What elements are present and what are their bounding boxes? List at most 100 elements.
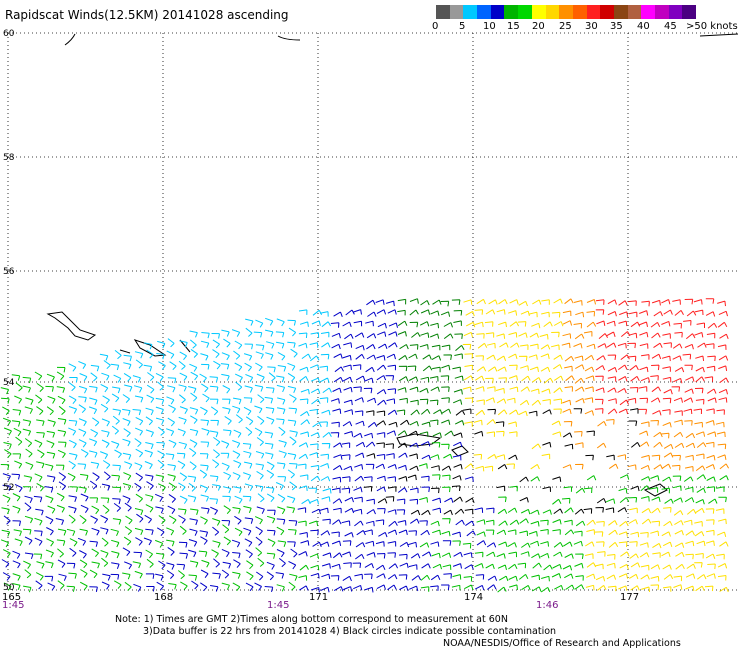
wind-barb (155, 474, 165, 482)
wind-barb (221, 520, 231, 526)
wind-barb (365, 540, 375, 547)
wind-barb (342, 551, 352, 557)
wind-barb (443, 453, 453, 460)
wind-barb (309, 409, 318, 415)
wind-barb (663, 452, 674, 458)
wind-barb (55, 518, 65, 525)
wind-barb (485, 563, 495, 570)
wind-barb (376, 475, 386, 482)
wind-barb (122, 418, 131, 426)
wind-barb (420, 376, 430, 383)
wind-barb (56, 371, 65, 381)
wind-barb (255, 451, 265, 459)
wind-barb (718, 397, 728, 403)
wind-barb (420, 300, 430, 306)
wind-barb (508, 353, 518, 360)
wind-barb (102, 395, 110, 405)
wind-barb (147, 372, 155, 382)
wind-barb (685, 530, 695, 536)
wind-barb (640, 421, 650, 427)
wind-barb (366, 397, 377, 404)
wind-barb (696, 540, 706, 547)
wind-barb (464, 397, 474, 404)
wind-barb (319, 311, 329, 317)
wind-barb (486, 419, 496, 425)
wind-barb (132, 375, 141, 383)
wind-barb (564, 553, 574, 559)
wind-barb (200, 569, 209, 578)
wind-barb (454, 353, 463, 359)
wind-barb (432, 497, 442, 504)
wind-barb (189, 447, 197, 457)
wind-barb (332, 498, 343, 504)
wind-barb (717, 443, 727, 450)
wind-barb (640, 496, 650, 502)
wind-barb (608, 398, 617, 404)
wind-barb (101, 581, 110, 590)
wind-barb (145, 407, 154, 416)
wind-barb (431, 344, 441, 351)
wind-barb (24, 502, 32, 512)
wind-barb (510, 342, 520, 348)
wind-barb (529, 332, 539, 338)
wind-barb (619, 399, 630, 406)
wind-barb (586, 562, 597, 568)
wind-barb (704, 585, 714, 592)
wind-barb (155, 573, 164, 581)
wind-barb (596, 442, 607, 449)
wind-barb (508, 575, 518, 582)
wind-barb (408, 430, 419, 437)
wind-barb (68, 506, 77, 514)
wind-barb (257, 493, 265, 503)
wind-barb (619, 311, 629, 317)
wind-barb (597, 343, 607, 349)
wind-barb (202, 393, 210, 403)
wind-barb (68, 382, 76, 392)
wind-barb (355, 420, 365, 427)
wind-barb (22, 528, 32, 535)
wind-barb (312, 541, 322, 547)
wind-barb (221, 582, 230, 590)
wind-barb (189, 428, 199, 436)
wind-barb (662, 586, 672, 592)
wind-barb (387, 552, 396, 558)
wind-barb (320, 331, 330, 338)
wind-barb (716, 409, 725, 415)
wind-barb (209, 430, 219, 438)
wind-barb (640, 464, 650, 471)
wind-barb (662, 333, 671, 339)
wind-barb (114, 449, 122, 459)
wind-barb (574, 377, 585, 384)
wind-barb (354, 397, 364, 403)
wind-barb (178, 416, 187, 425)
wind-barb (463, 299, 473, 305)
wind-barb (674, 410, 683, 416)
wind-barb (628, 497, 638, 503)
wind-barb (377, 498, 388, 504)
wind-barb (495, 387, 505, 394)
wind-barb (398, 529, 408, 535)
wind-barb (584, 397, 594, 403)
wind-barb (387, 574, 398, 580)
wind-barb (68, 439, 77, 449)
wind-barb (89, 450, 98, 458)
wind-barb (651, 364, 660, 371)
wind-barb (530, 388, 540, 395)
wind-barb (310, 475, 321, 482)
wind-barb (2, 494, 11, 503)
wind-barb (519, 530, 528, 537)
wind-barb (375, 299, 385, 305)
wind-barb (441, 530, 451, 537)
wind-barb (583, 331, 593, 337)
wind-barb (595, 387, 605, 393)
wind-barb (332, 387, 342, 394)
wind-barb (167, 546, 175, 556)
wind-barb (210, 585, 219, 592)
wind-barb (255, 362, 263, 372)
wind-barb (396, 498, 406, 505)
wind-barb (212, 459, 220, 469)
wind-barb (694, 521, 703, 527)
wind-barb (553, 364, 563, 370)
wind-barb (705, 540, 715, 546)
wind-barb (553, 542, 564, 548)
